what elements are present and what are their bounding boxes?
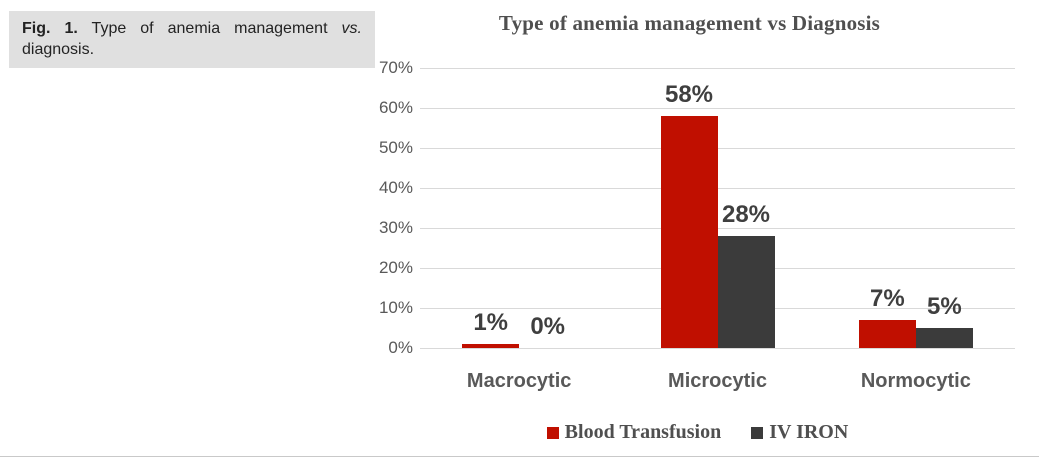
gridline [420, 108, 1015, 109]
data-label-blood-transfusion-microcytic: 58% [664, 81, 714, 108]
legend: Blood Transfusion IV IRON [400, 421, 995, 444]
y-tick-label: 50% [378, 138, 413, 157]
figure-caption: Fig. 1. Type of anemia management vs. di… [9, 11, 375, 68]
gridline [420, 228, 1015, 229]
bar-blood-transfusion-macrocytic [462, 344, 520, 348]
y-tick-label: 40% [378, 178, 413, 197]
y-tick-label: 60% [378, 98, 413, 117]
y-tick-label: 30% [378, 218, 413, 237]
bar-blood-transfusion-normocytic [858, 320, 916, 348]
x-category-label-normocytic: Normocytic [860, 370, 971, 392]
y-tick-label: 0% [388, 338, 413, 357]
y-tick-label: 70% [378, 58, 413, 77]
caption-line-1: Fig. 1. Type of anemia management vs. [22, 18, 362, 39]
legend-item-iv-iron: IV IRON [751, 421, 848, 444]
legend-item-blood-transfusion: Blood Transfusion [546, 421, 722, 444]
data-label-iv-iron-microcytic: 28% [721, 201, 771, 228]
legend-label-blood-transfusion: Blood Transfusion [564, 421, 722, 443]
data-label-iv-iron-normocytic: 5% [926, 293, 962, 320]
bar-iv-iron-microcytic [717, 236, 775, 348]
bar-iv-iron-normocytic [915, 328, 973, 348]
legend-swatch-blood-transfusion [546, 426, 559, 439]
legend-label-iv-iron: IV IRON [769, 421, 849, 443]
caption-text: Type of anemia management [91, 20, 328, 37]
caption-line-2: diagnosis. [22, 41, 95, 58]
bar-blood-transfusion-microcytic [660, 116, 718, 348]
data-label-blood-transfusion-macrocytic: 1% [473, 309, 508, 336]
y-tick-label: 10% [378, 298, 413, 317]
y-tick-label: 20% [378, 258, 413, 277]
chart-title: Type of anemia management vs Diagnosis [498, 11, 881, 35]
x-category-label-macrocytic: Macrocytic [466, 370, 572, 392]
data-label-blood-transfusion-normocytic: 7% [869, 285, 905, 312]
gridline [420, 348, 1015, 349]
legend-swatch-iv-iron [751, 426, 764, 439]
x-category-label-microcytic: Microcytic [668, 370, 767, 392]
caption-vs-italic: vs. [341, 20, 362, 37]
data-label-iv-iron-macrocytic: 0% [530, 313, 565, 340]
plot-area: 1% 0% 58% 28% 7% 5% [420, 68, 1015, 349]
gridline [420, 148, 1015, 149]
caption-fig-label: Fig. 1. [22, 20, 78, 37]
gridline [420, 188, 1015, 189]
gridline [420, 68, 1015, 69]
